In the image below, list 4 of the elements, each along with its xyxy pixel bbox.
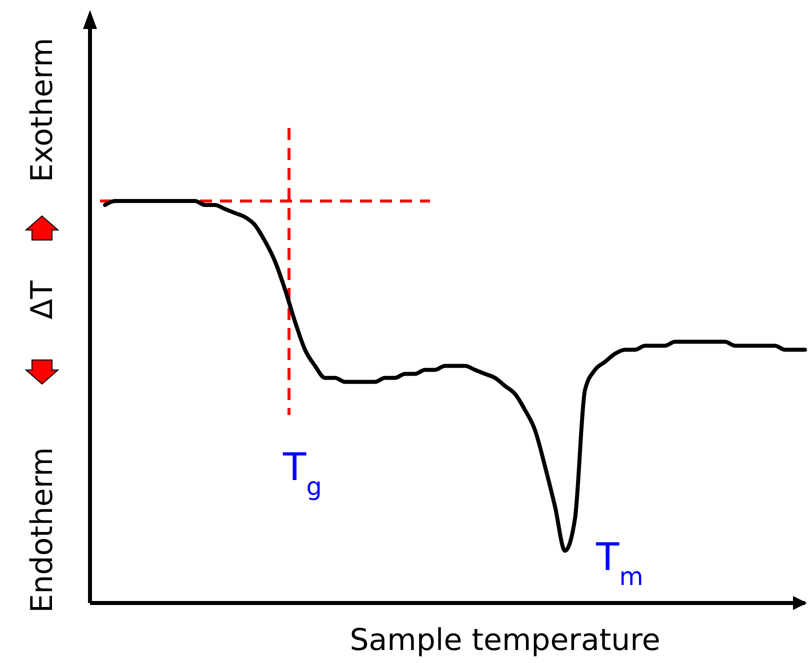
text: Endotherm ΔT Exotherm [25,38,60,613]
annotation: T$_{m}$ [595,535,644,590]
x-axis-title: Sample temperature [350,623,660,658]
annotation: T$_{g}$ [282,445,322,500]
